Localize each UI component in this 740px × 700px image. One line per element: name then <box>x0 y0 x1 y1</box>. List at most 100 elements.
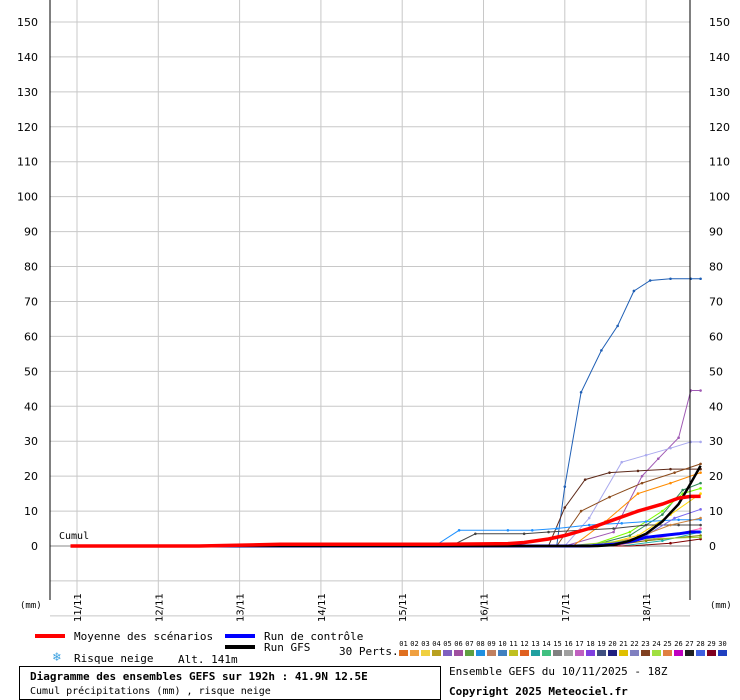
perturbation-point <box>579 509 583 513</box>
pert-number: 07 <box>465 640 474 648</box>
x-tick-label: 18/11 <box>642 593 653 622</box>
pert-number: 11 <box>509 640 518 648</box>
perturbation-point <box>681 488 684 492</box>
y-tick-label-right: 0 <box>709 540 716 553</box>
perturbation-point <box>699 535 702 539</box>
perturbation-point <box>457 528 461 532</box>
pert-number: 09 <box>487 640 496 648</box>
y-tick-label: 0 <box>31 540 38 553</box>
perturbation-point <box>640 481 644 485</box>
ensemble-run-label: Ensemble GEFS du 10/11/2025 - 18Z <box>449 665 668 678</box>
perturbation-point <box>620 460 624 464</box>
perturbation-point <box>530 528 534 532</box>
x-tick-label: 14/11 <box>317 593 328 622</box>
y-tick-label: 150 <box>17 16 38 29</box>
pert-number: 23 <box>641 640 650 648</box>
pert-number: 08 <box>476 640 485 648</box>
y-tick-label: 70 <box>24 295 38 308</box>
pert-number: 12 <box>520 640 529 648</box>
pert-color-swatch <box>597 650 606 656</box>
perturbation-point <box>669 277 672 281</box>
pert-number: 20 <box>608 640 617 648</box>
main-series-lines <box>70 465 702 548</box>
pert-color-swatch <box>509 650 518 656</box>
cumul-label: Cumul <box>59 531 90 542</box>
y-tick-label: 120 <box>17 121 38 134</box>
y-tick-label-right: 20 <box>709 470 723 483</box>
pert-color-swatch <box>564 650 573 656</box>
pert-number: 06 <box>454 640 463 648</box>
y-tick-label: 130 <box>17 86 38 99</box>
perturbation-point <box>620 521 624 525</box>
y-tick-label: 80 <box>24 261 38 274</box>
pert-color-swatch <box>542 650 551 656</box>
y-tick-label-right: 10 <box>709 505 723 518</box>
pert-color-swatch <box>531 650 540 656</box>
x-tick-label: 13/11 <box>236 593 247 622</box>
perturbation-point <box>661 513 664 516</box>
perturbation-point <box>661 539 664 543</box>
pert-number: 22 <box>630 640 639 648</box>
y-unit-left: (mm) <box>20 601 42 611</box>
y-tick-label: 90 <box>24 226 38 239</box>
perturbation-point <box>699 277 702 281</box>
legend-mean-label: Moyenne des scénarios <box>74 630 214 643</box>
y-tick-label-right: 80 <box>709 261 723 274</box>
y-tick-label: 100 <box>17 191 38 204</box>
perturbation-point <box>673 516 676 520</box>
perturbation-point <box>669 467 672 471</box>
perturbation-point <box>677 436 680 440</box>
pert-number: 21 <box>619 640 628 648</box>
y-tick-label-right: 140 <box>709 51 730 64</box>
perturbation-lines <box>70 277 702 547</box>
perturbation-point <box>699 516 702 520</box>
y-tick-label: 60 <box>24 330 38 343</box>
pert-color-swatch <box>707 650 716 656</box>
pert-color-swatch <box>454 650 463 656</box>
legend-gfs-swatch <box>225 645 255 649</box>
y-tick-label-right: 90 <box>709 226 723 239</box>
perturbation-point <box>563 485 567 488</box>
pert-color-swatch <box>696 650 705 656</box>
perturbation-point <box>644 523 648 527</box>
pert-color-swatch <box>608 650 617 656</box>
perturbation-point <box>677 518 680 522</box>
legend-snow-label: Risque neige <box>74 652 154 665</box>
perturbation-series <box>70 390 701 547</box>
info-box-subtitle: Cumul précipitations (mm) , risque neige <box>30 686 271 697</box>
pert-number: 27 <box>685 640 694 648</box>
perturbation-point <box>587 523 591 527</box>
perturbation-point <box>608 495 611 499</box>
legend-altitude: Alt. 141m <box>178 653 238 666</box>
pert-number: 01 <box>399 640 408 648</box>
pert-number: 28 <box>696 640 705 648</box>
y-tick-label-right: 100 <box>709 191 730 204</box>
pert-color-swatch <box>685 650 694 656</box>
perturbation-point <box>699 523 702 527</box>
perturbation-point <box>563 506 567 509</box>
pert-number: 25 <box>663 640 672 648</box>
pert-color-swatch <box>498 650 507 656</box>
perturbation-point <box>474 532 477 536</box>
perturbation-point <box>555 527 558 530</box>
pert-color-swatch <box>630 650 639 656</box>
perturbation-point <box>583 478 587 481</box>
pert-number: 17 <box>575 640 584 648</box>
perturbation-series <box>70 278 701 547</box>
perturbation-point <box>699 471 702 474</box>
perturbation-point <box>699 462 702 466</box>
pert-color-swatch <box>575 650 584 656</box>
perturbation-point <box>699 440 702 444</box>
x-tick-label: 11/11 <box>73 593 84 622</box>
x-tick-label: 15/11 <box>398 593 409 622</box>
perturbation-point <box>636 492 640 495</box>
perturbation-point <box>656 457 660 460</box>
legend-control-swatch <box>225 634 255 638</box>
y-tick-label: 30 <box>24 435 38 448</box>
pert-color-swatch <box>652 650 661 656</box>
snowflake-icon: ❄ <box>53 650 61 665</box>
pert-color-swatch <box>663 650 672 656</box>
perturbation-point <box>608 471 611 474</box>
y-tick-label: 140 <box>17 51 38 64</box>
pert-number: 16 <box>564 640 573 648</box>
